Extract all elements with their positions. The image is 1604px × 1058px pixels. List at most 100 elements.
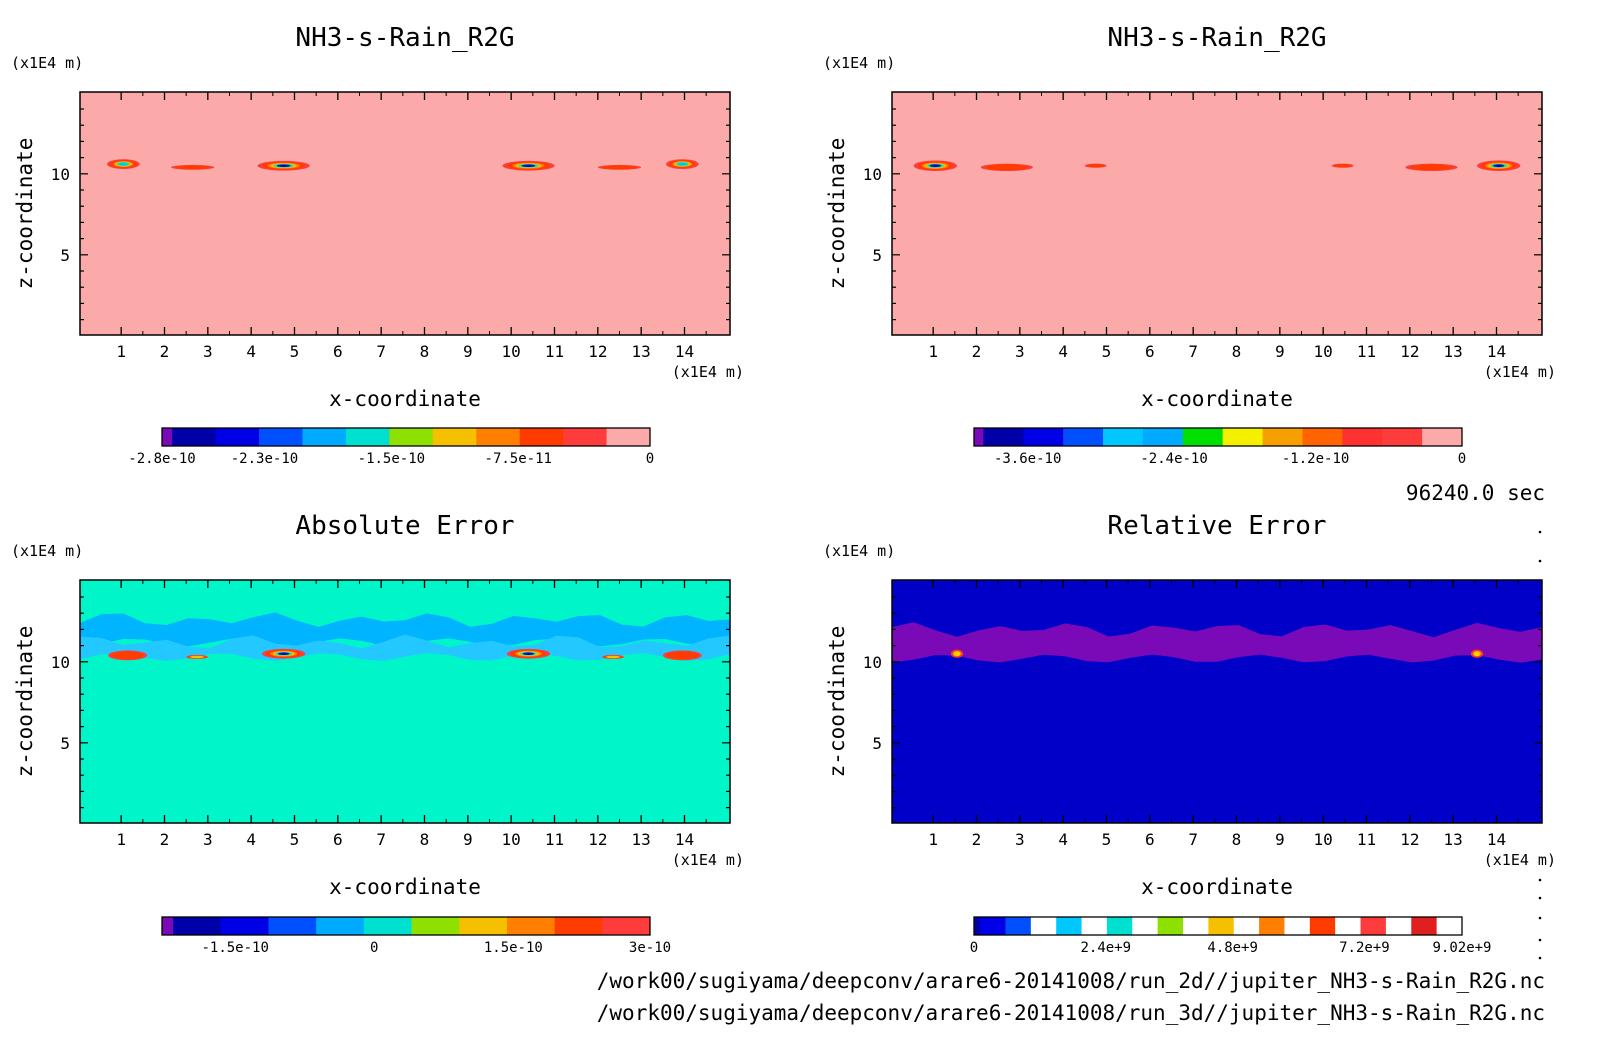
plot-area — [80, 92, 730, 335]
x-tick-label: 3 — [203, 830, 213, 849]
contour-blob — [913, 160, 957, 171]
contour-blob — [502, 160, 555, 171]
colorbar-segment — [411, 917, 460, 935]
contour-blob — [186, 654, 208, 659]
x-unit-label: (x1E4 m) — [1484, 851, 1556, 869]
plot-background — [80, 92, 730, 335]
x-tick-label: 2 — [160, 830, 170, 849]
x-tick-label: 2 — [972, 342, 982, 361]
contour-blob — [257, 160, 310, 171]
colorbar-segment — [1436, 917, 1463, 935]
contour-blob — [662, 650, 702, 661]
x-tick-label: 3 — [1015, 830, 1025, 849]
z-unit-label: (x1E4 m) — [823, 542, 895, 560]
z-axis: 5 10 — [51, 596, 730, 809]
margin-dot — [1538, 916, 1542, 920]
plot-background — [892, 92, 1542, 335]
contour-band — [892, 622, 1542, 663]
x-tick-label: 13 — [632, 830, 651, 849]
x-tick-label: 6 — [333, 830, 343, 849]
plot-frame — [891, 91, 1543, 336]
colorbar-segment — [162, 917, 174, 935]
colorbar-tick-label: -2.3e-10 — [231, 451, 298, 467]
colorbar-segment — [1157, 917, 1184, 935]
colorbar-segment — [1309, 917, 1336, 935]
colorbar-segment — [1422, 428, 1463, 446]
x-tick-label: 5 — [1102, 830, 1112, 849]
x-tick-label: 1 — [928, 830, 938, 849]
contour-blob — [602, 654, 624, 659]
time-label: 96240.0 sec — [1406, 481, 1545, 505]
plot-area — [80, 580, 730, 823]
z-axis: 5 10 — [51, 108, 730, 321]
colorbar: 0 2.4e+9 4.8e+9 7.2e+9 9.02e+9 — [970, 916, 1492, 956]
x-tick-label: 9 — [1275, 830, 1285, 849]
panel-4: Relative Error(x1E4 m)1 2 3 4 5 6 7 8 9 10 11 12 13 1… — [823, 511, 1556, 956]
contour-blob — [506, 648, 551, 659]
plot-frame — [891, 579, 1543, 824]
x-axis-label: x-coordinate — [329, 875, 481, 899]
colorbar-segment — [1342, 428, 1383, 446]
colorbar-segment — [974, 917, 981, 935]
x-tick-label: 4 — [1058, 342, 1068, 361]
colorbar-tick-label: -1.5e-10 — [201, 940, 268, 956]
colorbar-segment — [1023, 428, 1064, 446]
colorbar-segment — [1132, 917, 1159, 935]
contour-blob — [597, 164, 642, 170]
colorbar-tick-label: 0 — [1458, 451, 1466, 467]
panel-title: Relative Error — [1107, 511, 1326, 541]
colorbar-segment — [162, 428, 173, 446]
x-tick-label: 5 — [290, 342, 300, 361]
colorbar-tick-label: -7.5e-11 — [485, 451, 552, 467]
colorbar-tick-label: 9.02e+9 — [1432, 940, 1491, 956]
colorbar: -2.8e-10 -2.3e-10 -1.5e-10 -7.5e-11 0 — [128, 427, 654, 467]
colorbar-segment — [173, 917, 222, 935]
colorbar-segment — [1106, 917, 1133, 935]
x-tick-label: 2 — [160, 342, 170, 361]
colorbar-segment — [1262, 428, 1303, 446]
colorbar-segment — [983, 428, 1024, 446]
contour-blob — [1477, 160, 1521, 171]
colorbar-segment — [220, 917, 269, 935]
x-tick-label: 4 — [246, 830, 256, 849]
x-tick-label: 10 — [502, 342, 521, 361]
x-tick-label: 14 — [1487, 342, 1506, 361]
x-tick-label: 10 — [1314, 342, 1333, 361]
colorbar-segment — [980, 917, 1006, 935]
margin-dot — [1538, 559, 1542, 563]
colorbar-segment — [268, 917, 317, 935]
file-path-3d: /work00/sugiyama/deepconv/arare6-2014100… — [597, 1001, 1545, 1025]
colorbar-segment — [432, 428, 477, 446]
colorbar-segment — [563, 428, 608, 446]
colorbar-segment — [1284, 917, 1311, 935]
colorbar-segment — [389, 428, 434, 446]
y-axis-label: z-coordinate — [13, 626, 37, 778]
plot-area — [892, 580, 1542, 823]
colorbar-segment — [1142, 428, 1184, 446]
x-tick-label: 9 — [463, 830, 473, 849]
x-unit-label: (x1E4 m) — [672, 851, 744, 869]
z-tick-label: 10 — [51, 653, 70, 672]
file-path-2d: /work00/sugiyama/deepconv/arare6-2014100… — [597, 969, 1545, 993]
panel-3: Absolute Error(x1E4 m)1 2 3 4 5 6 7 8 9 10 11 12 13 1… — [11, 511, 744, 956]
x-tick-label: 13 — [632, 342, 651, 361]
colorbar-segment — [1382, 428, 1423, 446]
colorbar-segment — [1259, 917, 1285, 935]
x-tick-label: 3 — [203, 342, 213, 361]
colorbar-segment — [1360, 917, 1387, 935]
colorbar-segment — [1302, 428, 1343, 446]
x-axis: 1 2 3 4 5 6 7 8 9 10 11 12 13 14 — [928, 580, 1519, 849]
x-tick-label: 11 — [1357, 342, 1376, 361]
colorbar-segment — [1385, 917, 1412, 935]
x-tick-label: 8 — [420, 342, 430, 361]
contour-blob — [262, 648, 306, 659]
contour-blob — [666, 159, 699, 169]
x-tick-label: 9 — [1275, 342, 1285, 361]
colorbar-segment — [974, 428, 984, 446]
z-tick-label: 10 — [863, 165, 882, 184]
margin-dot — [1538, 896, 1542, 900]
z-unit-label: (x1E4 m) — [11, 542, 83, 560]
z-unit-label: (x1E4 m) — [823, 54, 895, 72]
colorbar-segment — [1063, 428, 1104, 446]
